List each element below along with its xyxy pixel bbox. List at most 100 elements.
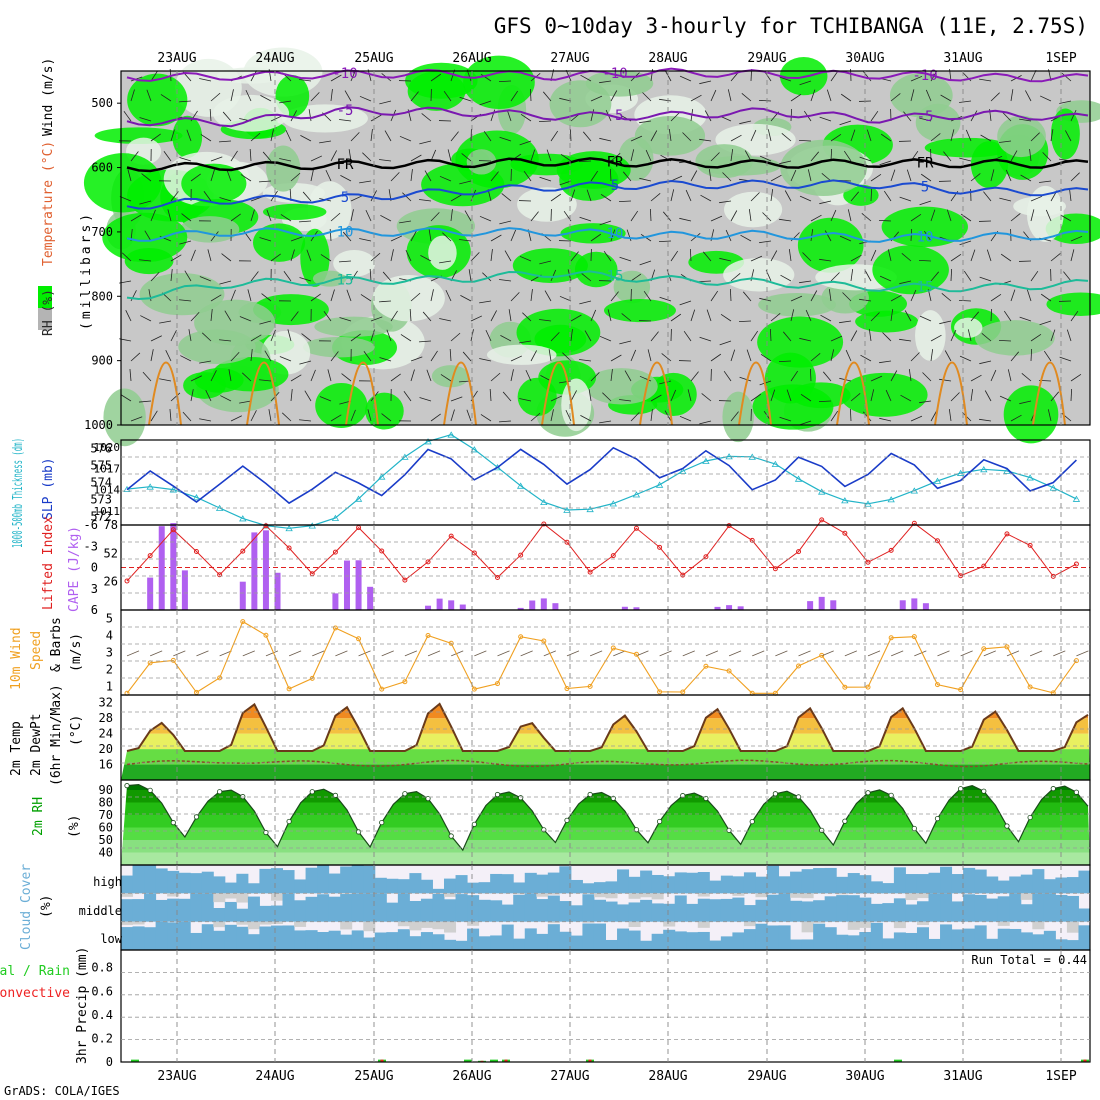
wind-barb bbox=[619, 399, 632, 402]
wind-barb bbox=[200, 134, 212, 142]
wind-barb bbox=[610, 354, 622, 362]
lifted-marker bbox=[633, 525, 639, 531]
wind-barb bbox=[830, 410, 839, 422]
rh-band bbox=[121, 840, 1090, 853]
wind-barb bbox=[1039, 95, 1052, 102]
rh-shade-blob bbox=[1046, 292, 1100, 316]
date-label-bottom: 1SEP bbox=[1045, 1069, 1076, 1084]
cloud-low-shade bbox=[847, 921, 860, 930]
wind-barb bbox=[461, 153, 472, 162]
wind-barb bbox=[130, 352, 141, 362]
upper-ytick: 1000 bbox=[84, 418, 113, 432]
cloud-low-shade bbox=[547, 921, 560, 924]
lifted-marker bbox=[680, 572, 686, 578]
rh-ytick: 50 bbox=[99, 833, 113, 847]
surface-wind-barb bbox=[937, 650, 950, 657]
cloud-cell bbox=[824, 867, 837, 894]
wind-barb bbox=[439, 260, 452, 264]
wind-barb bbox=[1050, 253, 1061, 262]
wind-barb bbox=[498, 80, 512, 83]
rh-shade-blob bbox=[517, 377, 557, 417]
cloud-cell bbox=[432, 893, 445, 922]
thickness-marker bbox=[1072, 495, 1081, 502]
rh-marker bbox=[865, 790, 871, 796]
cloud-cell bbox=[974, 869, 987, 894]
wind-barb bbox=[1059, 356, 1072, 362]
wind-barb bbox=[999, 395, 1012, 402]
wind-marker bbox=[356, 636, 362, 642]
wind-barb bbox=[950, 268, 953, 282]
cloud-cell bbox=[893, 867, 906, 894]
wind-barb bbox=[130, 214, 142, 222]
cape-ytick: 52 bbox=[104, 546, 118, 560]
cloud-low-shade bbox=[132, 921, 145, 925]
wind-barb bbox=[970, 249, 976, 262]
cloud-cell bbox=[144, 865, 157, 894]
date-label-bottom: 28AUG bbox=[648, 1069, 687, 1084]
wind-barb bbox=[350, 409, 356, 422]
wind-barb bbox=[506, 109, 512, 122]
wind-barb bbox=[330, 89, 333, 102]
lifted-marker bbox=[1073, 561, 1079, 567]
temp-band bbox=[121, 703, 1090, 719]
wind-barb bbox=[250, 132, 261, 142]
wind-barb bbox=[290, 374, 302, 382]
wind-barb bbox=[146, 89, 152, 102]
cloud-low-shade bbox=[916, 921, 929, 926]
cape-bar bbox=[726, 605, 733, 610]
cloud-cell bbox=[697, 872, 710, 894]
wind-barb bbox=[310, 155, 323, 162]
cloud-cell bbox=[801, 901, 814, 922]
surface-wind-barb bbox=[983, 650, 996, 657]
wind-barb bbox=[510, 355, 523, 362]
wind-barb bbox=[581, 273, 592, 282]
wind-barb bbox=[759, 297, 772, 302]
rh-shade-blob bbox=[889, 73, 953, 118]
cloud-low-shade bbox=[593, 893, 606, 898]
cloud-cell bbox=[628, 876, 641, 894]
cloud-low-shade bbox=[420, 921, 433, 928]
surface-wind-barb bbox=[219, 650, 232, 657]
slp-thickness-panel bbox=[123, 431, 1081, 532]
wind-barb bbox=[386, 329, 392, 342]
wind-barb bbox=[807, 169, 812, 182]
wind-barb bbox=[730, 411, 739, 422]
temperature-panel bbox=[121, 702, 1090, 780]
date-label-bottom: 29AUG bbox=[747, 1069, 786, 1084]
wind-barb bbox=[1010, 89, 1014, 102]
thickness-marker bbox=[493, 464, 502, 471]
cloud-cell bbox=[547, 924, 560, 950]
surface-wind-barb bbox=[589, 650, 603, 657]
wind-barb bbox=[650, 331, 659, 342]
cloud-level-high: high bbox=[93, 875, 122, 889]
wind-barb bbox=[958, 299, 972, 302]
cloud-cell bbox=[697, 898, 710, 922]
wind-barb bbox=[210, 169, 215, 182]
cloud-cell bbox=[1055, 939, 1068, 950]
wind-barb bbox=[885, 389, 892, 402]
wind-barb bbox=[370, 252, 381, 262]
wind-barb bbox=[750, 255, 763, 262]
wind-barb bbox=[690, 232, 701, 242]
cloud-cell bbox=[813, 923, 826, 950]
rh-shade-blob bbox=[428, 235, 457, 270]
precip-panel bbox=[131, 1059, 1089, 1062]
cloud-cell bbox=[732, 932, 745, 950]
wind-barb bbox=[767, 129, 772, 142]
wind-barb bbox=[984, 390, 992, 402]
wind-barb bbox=[750, 129, 757, 142]
isotherm-line bbox=[126, 227, 1089, 243]
wind-barb bbox=[670, 250, 679, 262]
cloud-cell bbox=[224, 924, 237, 950]
temp-ytick: 24 bbox=[99, 727, 113, 741]
rh-ytick: 60 bbox=[99, 821, 113, 835]
wind-barb bbox=[222, 111, 232, 122]
wind-barb bbox=[704, 110, 712, 122]
wind-barb bbox=[150, 133, 161, 142]
wind-barb bbox=[1007, 369, 1012, 382]
rh-shade-blob bbox=[103, 388, 146, 447]
cloud-low-shade bbox=[697, 893, 710, 897]
wind-barb bbox=[1039, 320, 1052, 326]
wind-barb bbox=[167, 209, 172, 222]
rh-shade-blob bbox=[549, 80, 612, 128]
